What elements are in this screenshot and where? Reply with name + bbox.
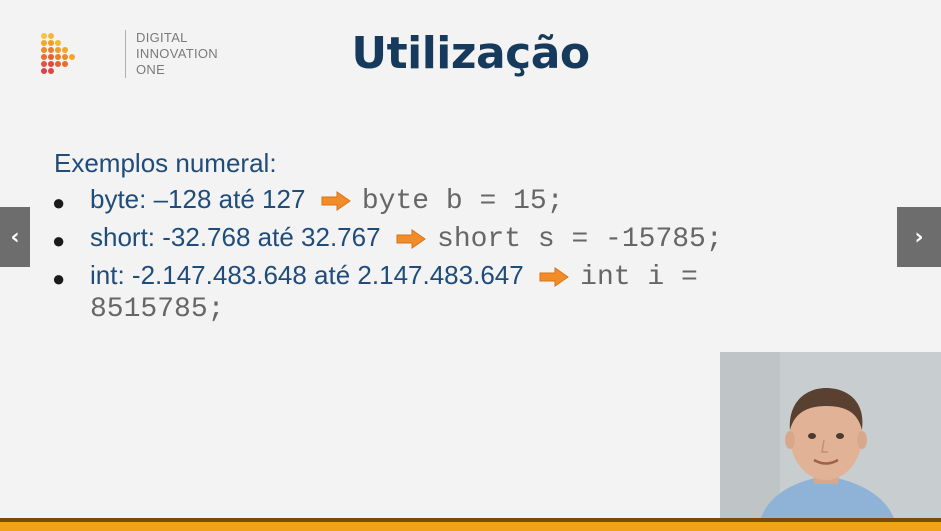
dio-logo-icon (41, 33, 75, 74)
bullet-list: ● byte: –128 até 127 byte b = 15; ● shor… (52, 182, 772, 296)
bullet-code: short s = -15785; (437, 224, 723, 255)
logo-divider (125, 30, 126, 78)
bullet-dot-icon: ● (52, 228, 66, 253)
next-slide-button[interactable]: › (897, 207, 941, 267)
prev-slide-button[interactable]: ‹ (0, 207, 30, 267)
bullet-item-short: ● short: -32.768 até 32.767 short s = -1… (52, 220, 772, 258)
right-arrow-icon (539, 267, 569, 288)
chevron-left-icon: ‹ (10, 224, 20, 250)
right-arrow-icon (321, 191, 351, 212)
bullet-dot-icon: ● (52, 190, 66, 215)
bullet-item-byte: ● byte: –128 até 127 byte b = 15; (52, 182, 772, 220)
bullet-content: int: -2.147.483.648 até 2.147.483.647 in… (90, 260, 698, 293)
bullet-code: int i = (580, 262, 698, 293)
bullet-code: byte b = 15; (361, 186, 564, 217)
presenter-image (720, 352, 941, 521)
bullet-content: short: -32.768 até 32.767 short s = -157… (90, 222, 723, 255)
logo-line-2: INNOVATION (136, 46, 218, 61)
section-heading: Exemplos numeral: (54, 148, 277, 178)
chevron-right-icon: › (914, 224, 924, 250)
bullet-range: byte: –128 até 127 (90, 184, 306, 214)
bottom-accent-bar (0, 518, 941, 531)
bullet-item-int: ● int: -2.147.483.648 até 2.147.483.647 … (52, 258, 772, 296)
logo-line-1: DIGITAL (136, 30, 188, 45)
bullet-range: short: -32.768 até 32.767 (90, 222, 381, 252)
slide-title: Utilização (0, 28, 941, 79)
right-arrow-icon (396, 229, 426, 250)
code-continuation: 8515785; (90, 294, 225, 325)
bullet-range: int: -2.147.483.648 até 2.147.483.647 (90, 260, 524, 290)
bullet-content: byte: –128 até 127 byte b = 15; (90, 184, 564, 217)
logo-text: DIGITAL INNOVATION ONE (136, 30, 218, 78)
webcam-video (720, 352, 941, 521)
slide-title-text: Utilização (351, 28, 590, 79)
logo: DIGITAL INNOVATION ONE (40, 28, 218, 80)
bullet-dot-icon: ● (52, 266, 66, 291)
logo-line-3: ONE (136, 62, 166, 77)
